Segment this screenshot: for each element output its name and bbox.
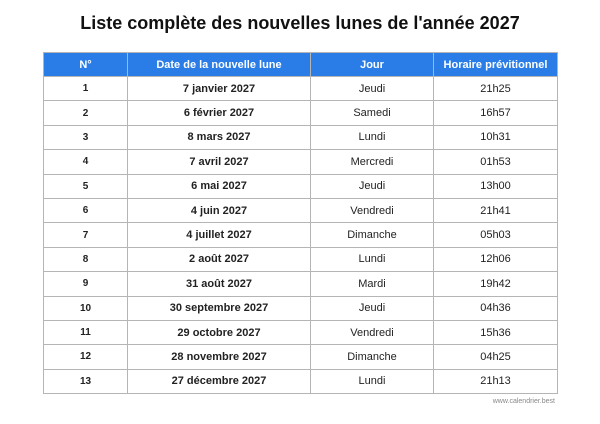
table-cell: 4 juin 2027	[127, 197, 311, 224]
table-cell: 1	[43, 75, 128, 102]
table-cell: 9	[43, 271, 128, 297]
table-cell: Mardi	[310, 271, 434, 297]
table-cell: Lundi	[310, 124, 434, 151]
table-cell: Jeudi	[310, 75, 434, 102]
column-header: Date de la nouvelle lune	[127, 52, 311, 77]
table-cell: 11	[43, 319, 128, 346]
table-cell: 16h57	[433, 100, 558, 126]
table-cell: Lundi	[310, 368, 434, 395]
table-cell: Lundi	[310, 246, 434, 273]
table-cell: 04h36	[433, 295, 558, 321]
table-cell: 3	[43, 124, 128, 151]
table-cell: 7	[43, 222, 128, 248]
table-row: 13 27 décembre 2027 Lundi 21h13	[43, 368, 558, 395]
table-cell: 04h25	[433, 344, 558, 370]
page-title: Liste complète des nouvelles lunes de l'…	[80, 13, 520, 33]
table-cell: 2	[43, 100, 128, 126]
table-cell: 4	[43, 149, 128, 175]
table-cell: 6 février 2027	[127, 100, 311, 126]
table-cell: Vendredi	[310, 319, 434, 346]
table-cell: 10	[43, 295, 128, 321]
table-cell: 10h31	[433, 124, 558, 151]
table-cell: Jeudi	[310, 295, 434, 321]
table-cell: Vendredi	[310, 197, 434, 224]
table-cell: 31 août 2027	[127, 271, 311, 297]
table-cell: 7 avril 2027	[127, 149, 311, 175]
table-cell: 29 octobre 2027	[127, 319, 311, 346]
table-cell: 8 mars 2027	[127, 124, 311, 151]
table-cell: 2 août 2027	[127, 246, 311, 273]
table-cell: Mercredi	[310, 149, 434, 175]
table-cell: Dimanche	[310, 222, 434, 248]
table-cell: 6 mai 2027	[127, 173, 311, 199]
table-cell: 8	[43, 246, 128, 273]
table-cell: 4 juillet 2027	[127, 222, 311, 248]
table-cell: 12h06	[433, 246, 558, 273]
header-row: N° Date de la nouvelle lune Jour Horaire pr…	[43, 52, 558, 77]
column-header: N°	[43, 52, 128, 77]
table-row: 10 30 septembre 2027 Jeudi 04h36	[43, 295, 558, 321]
table-cell: 12	[43, 344, 128, 370]
table-row: 11 29 octobre 2027 Vendredi 15h36	[43, 319, 558, 346]
column-header: Horaire prévitionnel	[433, 52, 558, 77]
source-link: www.calendrier.best	[492, 398, 555, 405]
moon-table: N° Date de la nouvelle lune Jour Horaire pr…	[43, 52, 558, 395]
table-cell: 21h25	[433, 75, 558, 102]
table-row: 12 28 novembre 2027 Dimanche 04h25	[43, 344, 558, 370]
table-cell: 30 septembre 2027	[127, 295, 311, 321]
table-cell: 21h41	[433, 197, 558, 224]
table-cell: 21h13	[433, 368, 558, 395]
table-row: 9 31 août 2027 Mardi 19h42	[43, 271, 558, 297]
table-cell: 05h03	[433, 222, 558, 248]
table-cell: 7 janvier 2027	[127, 75, 311, 102]
table-cell: Samedi	[310, 100, 434, 126]
table-cell: 13	[43, 368, 128, 395]
table-cell: 5	[43, 173, 128, 199]
table-cell: Jeudi	[310, 173, 434, 199]
table-cell: 13h00	[433, 173, 558, 199]
table-cell: 01h53	[433, 149, 558, 175]
table-cell: 27 décembre 2027	[127, 368, 311, 395]
table-cell: 28 novembre 2027	[127, 344, 311, 370]
table-cell: 6	[43, 197, 128, 224]
column-header: Jour	[310, 52, 434, 77]
table-cell: 19h42	[433, 271, 558, 297]
table-cell: Dimanche	[310, 344, 434, 370]
table-cell: 15h36	[433, 319, 558, 346]
